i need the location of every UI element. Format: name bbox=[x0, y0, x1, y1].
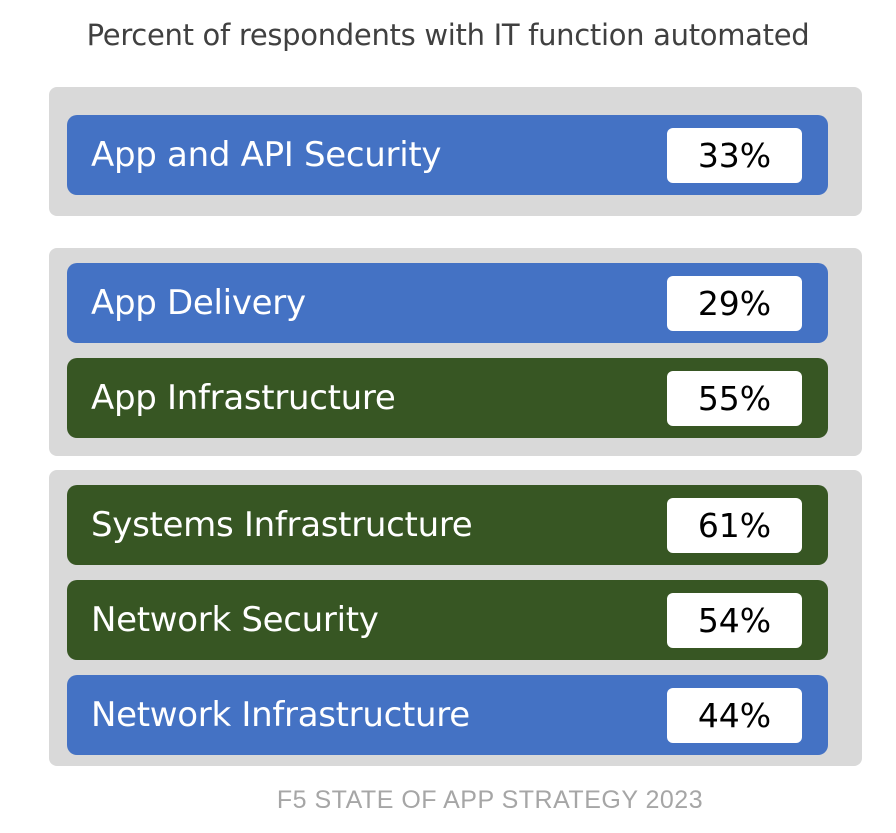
item-network-infrastructure: Network Infrastructure 44% bbox=[67, 675, 828, 755]
item-value: 61% bbox=[667, 498, 802, 553]
item-systems-infrastructure: Systems Infrastructure 61% bbox=[67, 485, 828, 565]
item-value: 54% bbox=[667, 593, 802, 648]
item-label: App and API Security bbox=[91, 135, 442, 175]
page-title: Percent of respondents with IT function … bbox=[86, 18, 810, 52]
source-footer: F5 STATE OF APP STRATEGY 2023 bbox=[276, 786, 704, 814]
item-app-delivery: App Delivery 29% bbox=[67, 263, 828, 343]
item-label: Network Infrastructure bbox=[91, 695, 470, 735]
item-label: App Infrastructure bbox=[91, 378, 396, 418]
item-value: 44% bbox=[667, 688, 802, 743]
item-value: 33% bbox=[667, 128, 802, 183]
item-network-security: Network Security 54% bbox=[67, 580, 828, 660]
item-label: Network Security bbox=[91, 600, 379, 640]
item-label: Systems Infrastructure bbox=[91, 505, 473, 545]
item-value: 55% bbox=[667, 371, 802, 426]
item-label: App Delivery bbox=[91, 283, 306, 323]
item-app-api-security: App and API Security 33% bbox=[67, 115, 828, 195]
item-app-infrastructure: App Infrastructure 55% bbox=[67, 358, 828, 438]
item-value: 29% bbox=[667, 276, 802, 331]
